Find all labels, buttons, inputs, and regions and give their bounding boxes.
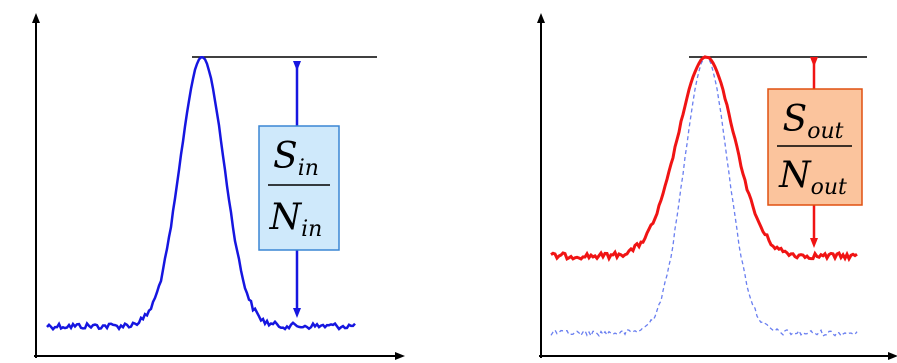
output-snr-box: Sout Nout [767, 88, 863, 206]
output-panel: Sout Nout [537, 13, 897, 360]
output-signal-curve [550, 55, 858, 263]
input-signal-label: Sin [273, 136, 319, 181]
output-noise-label: Nout [778, 155, 847, 200]
output-signal-label: Sout [783, 99, 844, 144]
input-signal-curve [46, 56, 356, 332]
input-noise-label: Nin [269, 197, 323, 242]
input-panel: Sin Nin [32, 13, 405, 360]
input-signal-dashed-curve [550, 56, 858, 338]
input-snr-box: Sin Nin [258, 125, 340, 251]
